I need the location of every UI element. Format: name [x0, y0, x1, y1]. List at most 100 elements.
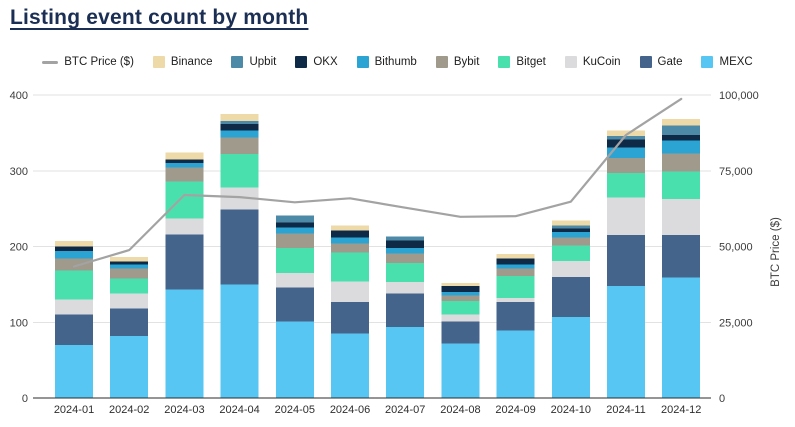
right-axis-tick-25000: 25,000: [719, 317, 753, 329]
bar-segment-bitget-2024-11: [607, 173, 645, 198]
bar-segment-bybit-2024-01: [55, 258, 93, 271]
bar-segment-bithumb-2024-01: [55, 251, 93, 259]
bar-segment-mexc-2024-11: [607, 285, 645, 398]
bar-segment-bithumb-2024-03: [165, 163, 204, 168]
bar-segment-gate-2024-07: [386, 293, 425, 327]
bar-segment-okx-2024-06: [331, 230, 369, 238]
legend-swatch-mexc: [701, 56, 714, 68]
bar-segment-gate-2024-10: [551, 276, 590, 317]
bar-segment-binance-2024-01: [55, 241, 93, 247]
legend-item-kucoin: KuCoin: [564, 56, 621, 68]
legend-swatch-okx: [295, 56, 308, 68]
bar-segment-mexc-2024-03: [165, 289, 204, 398]
legend-item-mexc: MEXC: [701, 56, 753, 68]
bar-segment-gate-2024-09: [496, 301, 535, 331]
legend-label: Bitget: [516, 56, 546, 68]
chart-title: Listing event count by month: [10, 6, 309, 29]
bar-segment-binance-2024-11: [607, 130, 645, 136]
bar-segment-bitget-2024-08: [441, 301, 480, 315]
bar-segment-bitget-2024-06: [331, 252, 369, 282]
legend-label: Binance: [170, 56, 213, 68]
bar-segment-gate-2024-12: [662, 235, 701, 278]
legend-item-gate: Gate: [639, 56, 683, 68]
bar-segment-bitget-2024-02: [110, 278, 149, 294]
left-axis-tick-400: 400: [10, 90, 28, 102]
legend-item-btc-price: BTC Price ($): [42, 56, 134, 68]
bar-segment-kucoin-2024-10: [551, 260, 590, 277]
legend-swatch-bybit: [435, 56, 448, 68]
x-axis-label-2024-10: 2024-10: [551, 404, 591, 416]
bar-segment-binance-2024-12: [662, 119, 701, 126]
bar-segment-binance-2024-10: [551, 220, 590, 226]
bar-segment-gate-2024-05: [275, 287, 314, 322]
bar-segment-bybit-2024-08: [441, 295, 480, 302]
bar-segment-bithumb-2024-04: [220, 130, 259, 138]
bar-segment-okx-2024-05: [275, 222, 314, 228]
x-axis-label-2024-03: 2024-03: [164, 404, 204, 416]
bar-segment-upbit-2024-04: [220, 120, 259, 124]
right-axis-tick-0: 0: [719, 393, 725, 405]
legend-swatch-kucoin: [564, 56, 577, 68]
x-axis-label-2024-02: 2024-02: [109, 404, 149, 416]
bar-segment-mexc-2024-04: [220, 284, 259, 398]
bar-segment-bithumb-2024-12: [662, 140, 701, 154]
bar-segment-okx-2024-11: [607, 139, 645, 148]
legend-label: BTC Price ($): [64, 56, 134, 68]
bar-segment-bybit-2024-09: [496, 268, 535, 277]
bar-segment-binance-2024-03: [165, 152, 204, 160]
legend-swatch-upbit: [231, 56, 244, 68]
bar-segment-upbit-2024-07: [386, 236, 425, 241]
bar-segment-okx-2024-01: [55, 246, 93, 252]
bar-segment-bithumb-2024-08: [441, 291, 480, 296]
x-axis-label-2024-11: 2024-11: [606, 404, 646, 416]
bar-segment-kucoin-2024-05: [275, 273, 314, 288]
bar-segment-bybit-2024-11: [607, 157, 645, 174]
x-axis-label-2024-04: 2024-04: [219, 404, 259, 416]
bar-segment-okx-2024-07: [386, 240, 425, 249]
x-axis-label-2024-06: 2024-06: [330, 404, 370, 416]
right-axis-tick-100000: 100,000: [719, 90, 759, 102]
legend-label: OKX: [313, 56, 338, 68]
bar-segment-gate-2024-11: [607, 235, 645, 286]
x-axis-label-2024-08: 2024-08: [440, 404, 480, 416]
bar-segment-bybit-2024-03: [165, 167, 204, 182]
bar-segment-bitget-2024-03: [165, 181, 204, 219]
bar-segment-bitget-2024-07: [386, 263, 425, 283]
legend-swatch-bithumb: [356, 56, 369, 68]
bar-segment-gate-2024-03: [165, 234, 204, 290]
bar-segment-bybit-2024-10: [551, 237, 590, 246]
bar-segment-bithumb-2024-09: [496, 264, 535, 269]
bar-segment-bitget-2024-12: [662, 171, 701, 199]
bar-segment-bitget-2024-04: [220, 154, 259, 188]
bar-segment-mexc-2024-05: [275, 321, 314, 398]
x-axis-label-2024-07: 2024-07: [385, 404, 425, 416]
bar-segment-binance-2024-04: [220, 113, 259, 121]
bar-segment-kucoin-2024-01: [55, 299, 93, 315]
bar-segment-kucoin-2024-03: [165, 218, 204, 235]
bar-segment-bithumb-2024-10: [551, 232, 590, 238]
bar-segment-upbit-2024-12: [662, 125, 701, 136]
legend-item-bybit: Bybit: [435, 56, 479, 68]
bar-segment-okx-2024-03: [165, 159, 204, 164]
bar-segment-bybit-2024-05: [275, 233, 314, 249]
right-axis-title: BTC Price ($): [770, 217, 782, 287]
left-axis-tick-200: 200: [10, 242, 28, 254]
legend-item-bithumb: Bithumb: [356, 56, 417, 68]
bar-segment-bithumb-2024-05: [275, 227, 314, 234]
bar-segment-binance-2024-08: [441, 282, 480, 286]
bar-segment-okx-2024-09: [496, 258, 535, 265]
x-axis-label-2024-01: 2024-01: [54, 404, 94, 416]
legend-item-binance: Binance: [152, 56, 213, 68]
bar-segment-binance-2024-02: [110, 257, 149, 262]
bar-segment-okx-2024-04: [220, 123, 259, 131]
bar-segment-mexc-2024-09: [496, 330, 535, 398]
right-axis-tick-75000: 75,000: [719, 166, 753, 178]
legend-label: Gate: [657, 56, 683, 68]
legend-line-btc-price: [42, 60, 59, 64]
bar-segment-gate-2024-04: [220, 209, 259, 285]
bar-segment-kucoin-2024-02: [110, 293, 149, 309]
bar-segment-okx-2024-10: [551, 228, 590, 233]
bar-segment-bithumb-2024-11: [607, 147, 645, 158]
bar-segment-bitget-2024-09: [496, 276, 535, 299]
